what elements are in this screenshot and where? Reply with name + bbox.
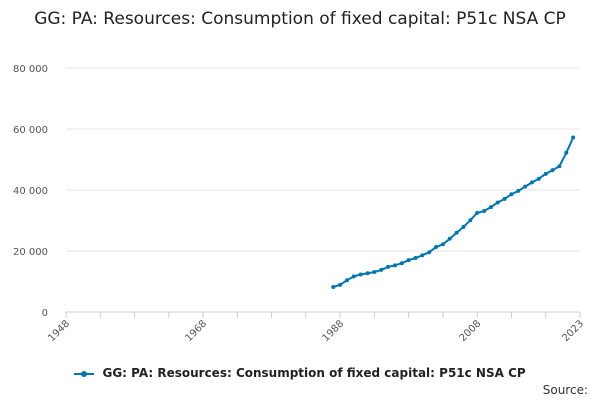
- legend-label: GG: PA: Resources: Consumption of fixed …: [102, 366, 526, 380]
- data-point[interactable]: [550, 168, 555, 173]
- x-tick-label: 1948: [46, 318, 72, 344]
- x-tick-label: 1968: [183, 318, 209, 344]
- data-point[interactable]: [399, 261, 404, 266]
- y-tick-label: 0: [42, 308, 48, 319]
- data-point[interactable]: [488, 205, 493, 210]
- legend[interactable]: GG: PA: Resources: Consumption of fixed …: [0, 366, 600, 380]
- data-point[interactable]: [571, 135, 576, 140]
- y-tick-label: 80 000: [13, 64, 48, 75]
- data-point[interactable]: [543, 171, 548, 176]
- series-line[interactable]: [332, 137, 575, 288]
- gridlines: [66, 67, 580, 313]
- data-point[interactable]: [502, 196, 507, 201]
- data-point[interactable]: [434, 245, 439, 250]
- data-point[interactable]: [461, 224, 466, 229]
- data-point[interactable]: [372, 270, 377, 275]
- x-tick-label: 2023: [560, 318, 586, 344]
- data-point[interactable]: [557, 164, 562, 169]
- data-point[interactable]: [482, 209, 487, 214]
- data-point[interactable]: [523, 184, 528, 189]
- data-point[interactable]: [427, 250, 432, 255]
- y-tick-label: 20 000: [13, 247, 48, 258]
- x-tick-label: 1988: [320, 318, 346, 344]
- data-point[interactable]: [468, 218, 473, 223]
- y-tick-label: 60 000: [13, 125, 48, 136]
- data-point[interactable]: [420, 253, 425, 258]
- data-point[interactable]: [475, 210, 480, 215]
- data-point[interactable]: [536, 176, 541, 181]
- data-point[interactable]: [331, 284, 336, 289]
- data-point[interactable]: [344, 278, 349, 283]
- data-point[interactable]: [516, 188, 521, 193]
- data-point[interactable]: [454, 230, 459, 235]
- axes: 0 20 000 40 000 60 000 80 000 1948 1968 1988 200…: [13, 64, 586, 344]
- chart-title: GG: PA: Resources: Consumption of fixed …: [34, 9, 566, 29]
- x-tick-label: 2008: [458, 318, 484, 344]
- data-point[interactable]: [338, 282, 343, 287]
- data-point[interactable]: [564, 150, 569, 155]
- data-point[interactable]: [413, 256, 418, 261]
- data-point[interactable]: [440, 242, 445, 247]
- source-label: Source:: [542, 383, 588, 397]
- series-layer: [331, 135, 576, 289]
- data-point[interactable]: [509, 192, 514, 197]
- data-point[interactable]: [530, 180, 535, 185]
- data-point[interactable]: [406, 258, 411, 263]
- legend-swatch: [74, 370, 95, 377]
- data-point[interactable]: [386, 264, 391, 269]
- data-point[interactable]: [358, 272, 363, 277]
- data-point[interactable]: [447, 236, 452, 241]
- data-point[interactable]: [365, 271, 370, 276]
- data-point[interactable]: [351, 274, 356, 279]
- data-point[interactable]: [379, 267, 384, 272]
- data-point[interactable]: [392, 263, 397, 268]
- data-point[interactable]: [495, 200, 500, 205]
- y-tick-label: 40 000: [13, 186, 48, 197]
